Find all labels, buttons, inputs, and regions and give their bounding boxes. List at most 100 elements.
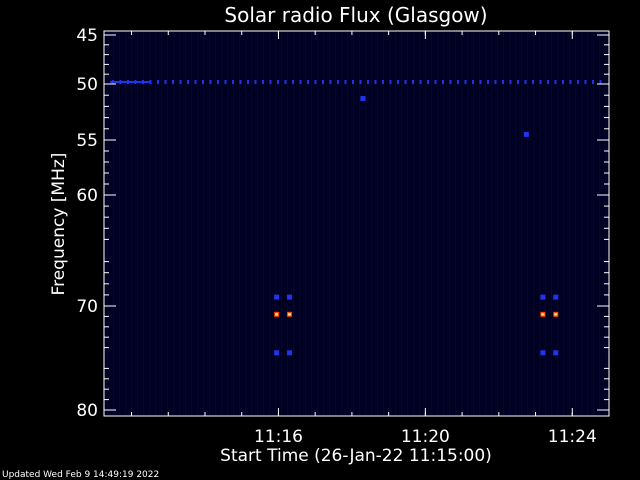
burst-core [275, 313, 279, 316]
noise-dot [382, 80, 384, 85]
stripe [347, 32, 349, 415]
stripe [371, 32, 373, 415]
noise-dot [569, 80, 572, 85]
stripe [551, 32, 553, 415]
stripe [317, 32, 319, 415]
noise-dot [509, 80, 512, 85]
x-tick-label: 11:24 [548, 427, 597, 447]
burst-point [274, 350, 280, 356]
noise-dot [472, 80, 474, 85]
stripe [395, 32, 397, 415]
stripe [125, 32, 127, 415]
noise-dot [494, 80, 497, 85]
stripe [257, 32, 259, 415]
stripe [245, 32, 247, 415]
x-axis-label: Start Time (26-Jan-22 11:15:00) [220, 446, 492, 466]
stripe [515, 32, 517, 415]
stripe [413, 32, 415, 415]
noise-dot [457, 80, 459, 85]
noise-dot [367, 80, 369, 85]
noise-dot [554, 80, 557, 85]
stripe [479, 32, 481, 415]
noise-dot [449, 80, 452, 85]
noise-dot [517, 80, 519, 85]
noise-dot [419, 80, 422, 85]
noise-dot [599, 80, 602, 85]
stripe [491, 32, 493, 415]
y-tick-label: 70 [76, 297, 98, 317]
stripe [521, 32, 523, 415]
y-tick-label: 50 [76, 75, 98, 95]
stripe [149, 32, 151, 415]
stripe [239, 32, 241, 415]
stripe [323, 32, 325, 415]
stripe [137, 32, 139, 415]
y-axis-label-text: Frequency [49, 202, 69, 295]
noise-band [110, 80, 602, 85]
noise-dot [157, 80, 159, 85]
stripe [605, 32, 607, 415]
stripe [185, 32, 187, 415]
stripe [311, 32, 313, 415]
burst-core [287, 313, 291, 316]
stripe [467, 32, 469, 415]
stripe [227, 32, 229, 415]
burst-point [553, 350, 559, 356]
noise-dot [427, 80, 429, 85]
stripe [269, 32, 271, 415]
y-axis-label: Frequency [MHz] [49, 153, 69, 296]
stripe [449, 32, 451, 415]
noise-dot [404, 80, 407, 85]
stripe [563, 32, 565, 415]
burst-core [541, 313, 545, 316]
burst-point [286, 350, 292, 356]
noise-dot [202, 80, 204, 85]
stripe [167, 32, 169, 415]
stripe [287, 32, 289, 415]
noise-dot [262, 80, 264, 85]
stripe [545, 32, 547, 415]
noise-dot [442, 80, 444, 85]
stripe [335, 32, 337, 415]
stripe [293, 32, 295, 415]
stripe [509, 32, 511, 415]
noise-dot [209, 80, 212, 85]
stripe [251, 32, 253, 415]
noise-dot [179, 80, 182, 85]
stripe [113, 32, 115, 415]
stripe [407, 32, 409, 415]
stripe [281, 32, 283, 415]
stripe [485, 32, 487, 415]
stripe [587, 32, 589, 415]
footer-updated: Updated Wed Feb 9 14:49:19 2022 [2, 470, 159, 480]
chart-title: Solar radio Flux (Glasgow) [224, 3, 487, 27]
noise-dot [254, 80, 257, 85]
noise-dot [389, 80, 392, 85]
stripe [401, 32, 403, 415]
y-tick-label: 80 [76, 401, 98, 421]
stripe [527, 32, 529, 415]
stripe [425, 32, 427, 415]
noise-dot [502, 80, 504, 85]
noise-dot [284, 80, 287, 85]
burst-features [274, 96, 559, 356]
stripe [197, 32, 199, 415]
noise-dot [277, 80, 279, 85]
burst-point [553, 294, 559, 300]
noise-dot [292, 80, 294, 85]
noise-dot [524, 80, 527, 85]
noise-dot [194, 80, 197, 85]
burst-point [286, 294, 292, 300]
noise-dot [584, 80, 587, 85]
noise-dot [344, 80, 347, 85]
stripe [437, 32, 439, 415]
noise-dot [539, 80, 542, 85]
noise-dot [337, 80, 339, 85]
noise-dot [547, 80, 549, 85]
stripe [533, 32, 535, 415]
noise-dot [464, 80, 467, 85]
noise-dot [532, 80, 534, 85]
stripe [455, 32, 457, 415]
noise-dot [299, 80, 302, 85]
